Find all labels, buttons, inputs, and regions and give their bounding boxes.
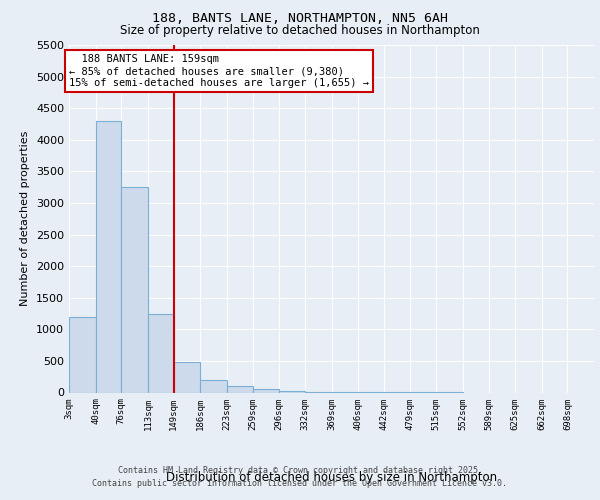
Y-axis label: Number of detached properties: Number of detached properties	[20, 131, 31, 306]
Text: Size of property relative to detached houses in Northampton: Size of property relative to detached ho…	[120, 24, 480, 37]
Bar	[227, 386, 253, 392]
Bar	[174, 362, 200, 392]
Text: Contains HM Land Registry data © Crown copyright and database right 2025.
Contai: Contains HM Land Registry data © Crown c…	[92, 466, 508, 487]
Bar	[279, 390, 305, 392]
Bar	[253, 389, 279, 392]
Bar	[95, 121, 121, 392]
Text: 188 BANTS LANE: 159sqm
← 85% of detached houses are smaller (9,380)
15% of semi-: 188 BANTS LANE: 159sqm ← 85% of detached…	[69, 54, 369, 88]
X-axis label: Distribution of detached houses by size in Northampton: Distribution of detached houses by size …	[166, 472, 497, 484]
Bar	[148, 314, 174, 392]
Text: 188, BANTS LANE, NORTHAMPTON, NN5 6AH: 188, BANTS LANE, NORTHAMPTON, NN5 6AH	[152, 12, 448, 26]
Bar	[69, 316, 95, 392]
Bar	[200, 380, 227, 392]
Bar	[121, 187, 148, 392]
